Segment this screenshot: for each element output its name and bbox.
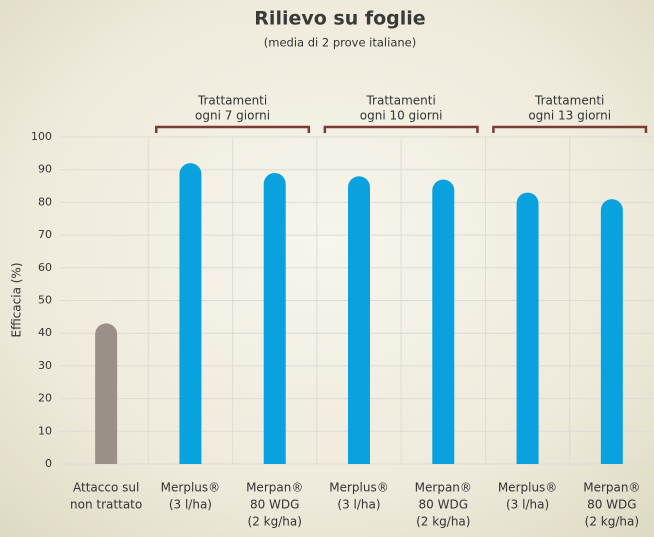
group-bracket xyxy=(155,125,311,133)
x-tick-label: (2 kg/ha) xyxy=(585,515,639,529)
x-tick-label: Merpan® xyxy=(415,481,472,495)
x-tick-label: (2 kg/ha) xyxy=(248,515,302,529)
group-label: Trattamenti xyxy=(534,94,604,108)
x-tick-label: Merplus® xyxy=(498,481,557,495)
group-label: Trattamenti xyxy=(197,94,267,108)
x-tick-label: (3 l/ha) xyxy=(506,498,549,512)
x-tick-label: non trattato xyxy=(70,498,142,512)
y-tick-label: 0 xyxy=(45,457,52,470)
y-tick-label: 60 xyxy=(38,261,52,274)
group-label: ogni 7 giorni xyxy=(195,109,270,123)
y-tick-label: 100 xyxy=(31,130,52,143)
x-tick-label: 80 WDG xyxy=(419,498,469,512)
x-tick-label: Attacco sul xyxy=(73,481,139,495)
x-tick-label: Merplus® xyxy=(329,481,388,495)
bar xyxy=(516,192,539,464)
x-tick-label: 80 WDG xyxy=(250,498,300,512)
y-tick-label: 80 xyxy=(38,195,52,208)
group-label: ogni 13 giorni xyxy=(528,109,611,123)
y-tick-label: 30 xyxy=(38,359,52,372)
y-axis-label: Efficacia (%) xyxy=(10,263,24,338)
y-tick-label: 10 xyxy=(38,424,52,437)
bar xyxy=(432,179,455,464)
x-tick-label: (3 l/ha) xyxy=(337,498,380,512)
x-tick-label: 80 WDG xyxy=(587,498,637,512)
y-tick-label: 90 xyxy=(38,163,52,176)
y-tick-label: 50 xyxy=(38,294,52,307)
x-tick-label: (3 l/ha) xyxy=(169,498,212,512)
group-bracket xyxy=(492,125,648,133)
chart-title: Rilievo su foglie xyxy=(254,8,425,30)
bar xyxy=(179,163,202,464)
x-tick-label: Merplus® xyxy=(161,481,220,495)
bar xyxy=(348,176,370,464)
x-tick-label: Merpan® xyxy=(246,481,303,495)
bar xyxy=(263,172,286,464)
group-bracket xyxy=(323,125,479,133)
y-tick-label: 40 xyxy=(38,326,52,339)
chart-subtitle: (media di 2 prove italiane) xyxy=(264,36,416,50)
y-tick-label: 70 xyxy=(38,228,52,241)
x-tick-label: (2 kg/ha) xyxy=(416,515,470,529)
bar xyxy=(95,323,118,464)
x-tick-label: Merpan® xyxy=(583,481,640,495)
group-label: ogni 10 giorni xyxy=(360,109,443,123)
group-label: Trattamenti xyxy=(365,94,435,108)
bar xyxy=(600,199,623,464)
y-tick-label: 20 xyxy=(38,392,52,405)
